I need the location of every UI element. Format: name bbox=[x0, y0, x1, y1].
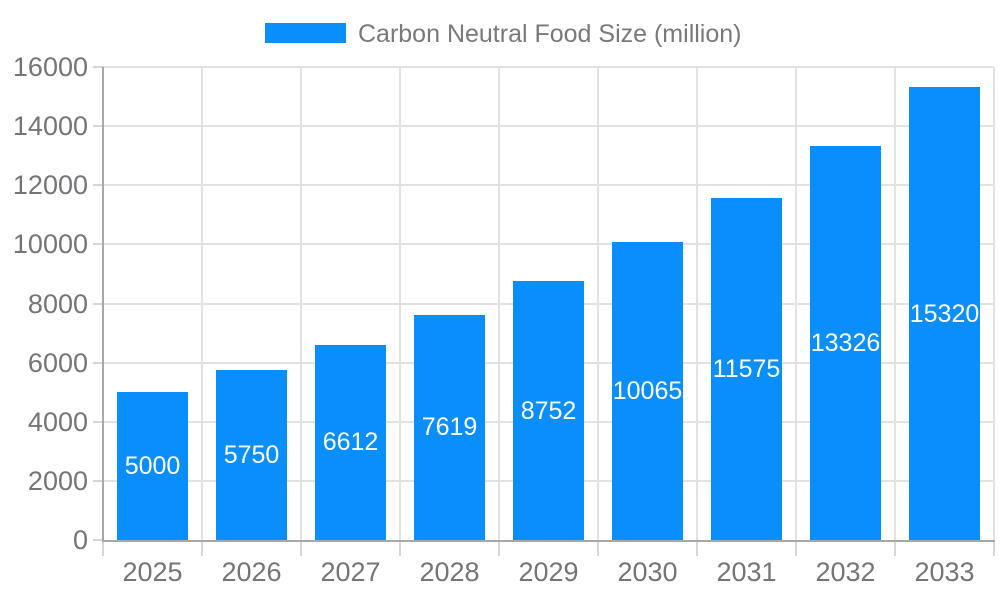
x-tick-label: 2033 bbox=[914, 557, 975, 587]
y-tick-label: 6000 bbox=[27, 347, 88, 378]
y-tick bbox=[93, 361, 103, 364]
y-tick-label: 2000 bbox=[27, 465, 88, 496]
bar bbox=[414, 314, 485, 540]
bar bbox=[216, 370, 287, 540]
x-tick-label: 2025 bbox=[122, 557, 183, 587]
gridline-h bbox=[103, 243, 994, 246]
bar-value-label: 5000 bbox=[124, 452, 181, 481]
gridline-v bbox=[399, 67, 401, 540]
y-axis-line bbox=[102, 67, 104, 542]
gridline-v bbox=[201, 67, 203, 540]
bar-value-label: 15320 bbox=[909, 299, 980, 328]
x-tick-label: 2028 bbox=[419, 557, 480, 587]
x-tick bbox=[795, 540, 797, 556]
bar bbox=[315, 344, 386, 540]
y-tick bbox=[93, 479, 103, 482]
x-tick-label: 2032 bbox=[815, 557, 876, 587]
gridline-v bbox=[696, 67, 698, 540]
y-tick bbox=[93, 420, 103, 423]
y-tick-label: 14000 bbox=[12, 111, 88, 142]
x-tick bbox=[399, 540, 401, 556]
bar bbox=[909, 87, 980, 540]
x-tick-label: 2027 bbox=[320, 557, 381, 587]
bar bbox=[117, 392, 188, 540]
gridline-v bbox=[993, 67, 995, 540]
legend-swatch bbox=[265, 23, 346, 43]
x-tick-label: 2026 bbox=[221, 557, 282, 587]
y-tick-label: 12000 bbox=[12, 170, 88, 201]
x-tick bbox=[696, 540, 698, 556]
gridline-v bbox=[795, 67, 797, 540]
y-tick bbox=[93, 184, 103, 187]
y-tick-label: 16000 bbox=[12, 52, 88, 82]
bar-value-label: 8752 bbox=[520, 396, 577, 425]
gridline-h bbox=[103, 184, 994, 187]
bar-value-label: 10065 bbox=[612, 377, 683, 406]
x-tick-label: 2029 bbox=[518, 557, 579, 587]
gridline-v bbox=[300, 67, 302, 540]
bar bbox=[711, 197, 782, 540]
gridline-v bbox=[498, 67, 500, 540]
y-tick bbox=[93, 66, 103, 68]
gridline-v bbox=[597, 67, 599, 540]
y-tick-label: 4000 bbox=[27, 406, 88, 437]
bar-value-label: 11575 bbox=[712, 354, 781, 383]
x-tick bbox=[597, 540, 599, 556]
x-axis-line bbox=[102, 540, 995, 542]
x-tick bbox=[300, 540, 302, 556]
bar bbox=[612, 242, 683, 540]
gridline-h bbox=[103, 66, 994, 68]
bar bbox=[513, 281, 584, 540]
x-tick-label: 2031 bbox=[716, 557, 777, 587]
gridline-h bbox=[103, 125, 994, 128]
bar-value-label: 13326 bbox=[810, 329, 881, 358]
y-tick-label: 0 bbox=[72, 525, 88, 555]
y-tick bbox=[93, 243, 103, 246]
y-tick bbox=[93, 302, 103, 305]
x-tick bbox=[993, 540, 995, 556]
y-tick-label: 8000 bbox=[27, 288, 88, 319]
y-tick-label: 10000 bbox=[12, 229, 88, 260]
x-tick bbox=[102, 540, 104, 556]
bar bbox=[810, 146, 881, 540]
x-tick bbox=[201, 540, 203, 556]
x-tick-label: 2030 bbox=[617, 557, 678, 587]
gridline-v bbox=[894, 67, 896, 540]
x-tick bbox=[498, 540, 500, 556]
bar-value-label: 7619 bbox=[421, 413, 478, 442]
bar-value-label: 6612 bbox=[322, 428, 379, 457]
legend: Carbon Neutral Food Size (million) bbox=[0, 0, 1000, 56]
y-tick bbox=[93, 539, 103, 541]
x-tick bbox=[894, 540, 896, 556]
y-tick bbox=[93, 125, 103, 128]
bar-value-label: 5750 bbox=[223, 441, 280, 469]
legend-title: Carbon Neutral Food Size (million) bbox=[358, 20, 742, 48]
